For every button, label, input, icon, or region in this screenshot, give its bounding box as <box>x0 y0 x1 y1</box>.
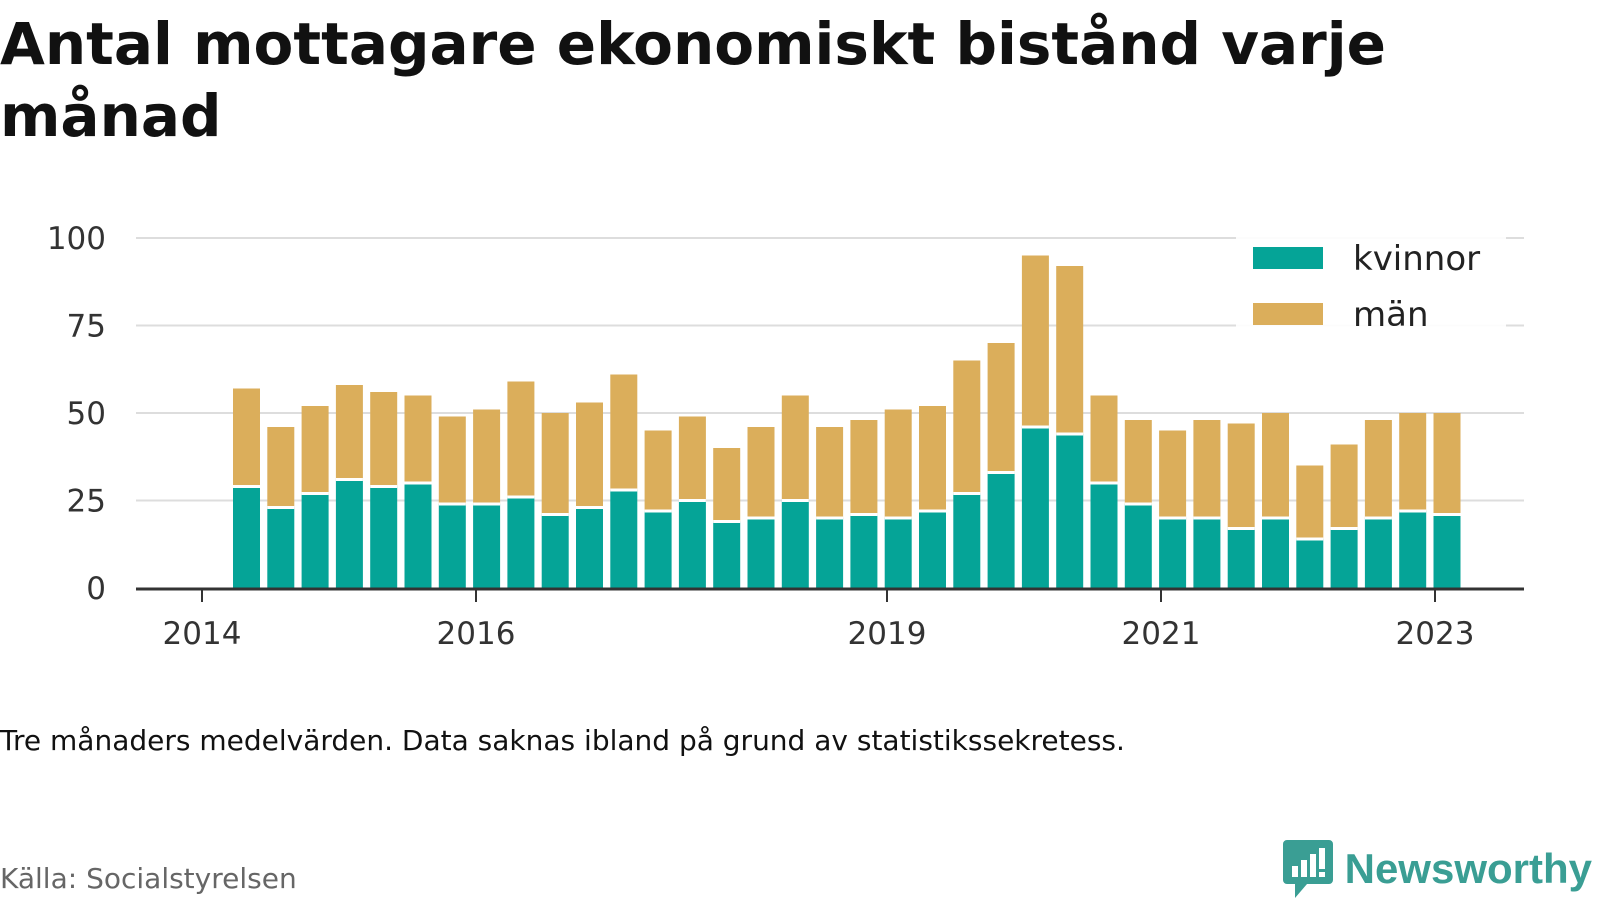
stacked-bar-chart: 0 25 50 75 100 2014 2016 2019 2021 2023 kvinnor män <box>47 221 1524 652</box>
y-tick-label: 50 <box>67 396 106 432</box>
bar-man <box>884 409 912 518</box>
bar-kvinnor <box>919 511 946 588</box>
bar-man <box>1056 266 1084 434</box>
bar-man <box>1262 413 1289 518</box>
bar-man <box>335 385 363 480</box>
bar-kvinnor <box>576 507 603 588</box>
bar-kvinnor <box>301 493 329 588</box>
x-tick-label: 2016 <box>437 616 516 652</box>
bar-kvinnor <box>267 507 295 588</box>
bar-man <box>1227 423 1255 529</box>
chart-note: Tre månaders medelvärden. Data saknas ib… <box>0 724 1125 757</box>
bar-man <box>1399 413 1427 511</box>
bar-kvinnor <box>1021 427 1049 588</box>
bar-kvinnor <box>816 518 844 588</box>
y-tick-label: 100 <box>47 221 106 257</box>
bar-kvinnor <box>610 490 638 588</box>
bar-man <box>747 427 775 518</box>
y-tick-label: 0 <box>86 571 106 607</box>
bar-kvinnor <box>1330 528 1358 588</box>
bar-man <box>610 374 638 490</box>
bar-man <box>1159 430 1187 518</box>
bar-man <box>1296 465 1324 539</box>
bar-kvinnor <box>473 504 501 588</box>
bar-kvinnor <box>1433 514 1461 588</box>
bar-kvinnor <box>781 500 809 588</box>
bar-kvinnor <box>370 486 398 588</box>
bar-kvinnor <box>678 500 706 588</box>
newsworthy-logo: Newsworthy <box>1282 840 1592 898</box>
bar-kvinnor <box>1056 434 1084 588</box>
bar-kvinnor <box>1159 518 1187 588</box>
legend-swatch-kvinnor <box>1253 247 1323 269</box>
bar-man <box>1330 444 1358 529</box>
bar-man <box>816 427 844 518</box>
bar-man <box>1433 413 1461 515</box>
bar-kvinnor <box>987 472 1015 588</box>
bar-man <box>370 392 398 487</box>
bar-kvinnor <box>1296 539 1324 588</box>
bar-kvinnor <box>507 497 535 588</box>
x-tick-label: 2014 <box>163 616 242 652</box>
y-tick-label: 75 <box>67 309 106 345</box>
legend-label-kvinnor: kvinnor <box>1353 239 1480 279</box>
bar-kvinnor <box>747 518 775 588</box>
x-tick-label: 2023 <box>1396 616 1475 652</box>
bar-kvinnor <box>850 514 878 588</box>
bar-man <box>678 416 706 501</box>
bar-man <box>644 430 672 511</box>
bar-kvinnor <box>335 479 363 588</box>
bar-man <box>713 448 741 522</box>
bar-kvinnor <box>1124 504 1152 588</box>
x-tick-label: 2019 <box>848 616 927 652</box>
bar-man <box>953 360 981 494</box>
bar-kvinnor <box>1193 518 1221 588</box>
bar-man <box>1124 420 1152 504</box>
bar-kvinnor <box>1090 483 1118 588</box>
bar-kvinnor <box>438 504 466 588</box>
bar-kvinnor <box>1262 518 1289 588</box>
bar-man <box>473 409 501 504</box>
source-credit: Källa: Socialstyrelsen <box>0 862 297 895</box>
bar-man <box>919 406 946 511</box>
bar-man <box>507 381 535 497</box>
chart-title: Antal mottagare ekonomiskt bistånd varje… <box>0 10 1386 150</box>
bar-man <box>987 343 1015 473</box>
legend-swatch-man <box>1253 303 1323 325</box>
bar-kvinnor <box>541 514 569 588</box>
bar-man <box>1364 420 1392 518</box>
bar-kvinnor <box>644 511 672 588</box>
bar-kvinnor <box>1399 511 1427 588</box>
y-tick-label: 25 <box>67 484 106 520</box>
bar-kvinnor <box>953 493 981 588</box>
brand-name: Newsworthy <box>1344 845 1592 892</box>
bar-man <box>781 395 809 501</box>
bar-kvinnor <box>713 521 741 588</box>
bar-kvinnor <box>233 486 260 588</box>
bar-man <box>576 402 603 508</box>
legend-label-man: män <box>1353 295 1429 335</box>
bar-man <box>301 406 329 494</box>
newsworthy-chart-bubble-icon <box>1282 840 1333 898</box>
bar-man <box>438 416 466 504</box>
bar-man <box>1090 395 1118 483</box>
bar-kvinnor <box>404 483 432 588</box>
bar-man <box>1021 255 1049 427</box>
bar-man <box>233 388 260 487</box>
bar-kvinnor <box>1364 518 1392 588</box>
x-tick-label: 2021 <box>1122 616 1201 652</box>
bar-man <box>850 420 878 515</box>
bar-man <box>267 427 295 508</box>
bar-kvinnor <box>1227 528 1255 588</box>
bar-man <box>1193 420 1221 518</box>
bar-man <box>541 413 569 515</box>
bar-man <box>404 395 432 483</box>
bar-kvinnor <box>884 518 912 588</box>
